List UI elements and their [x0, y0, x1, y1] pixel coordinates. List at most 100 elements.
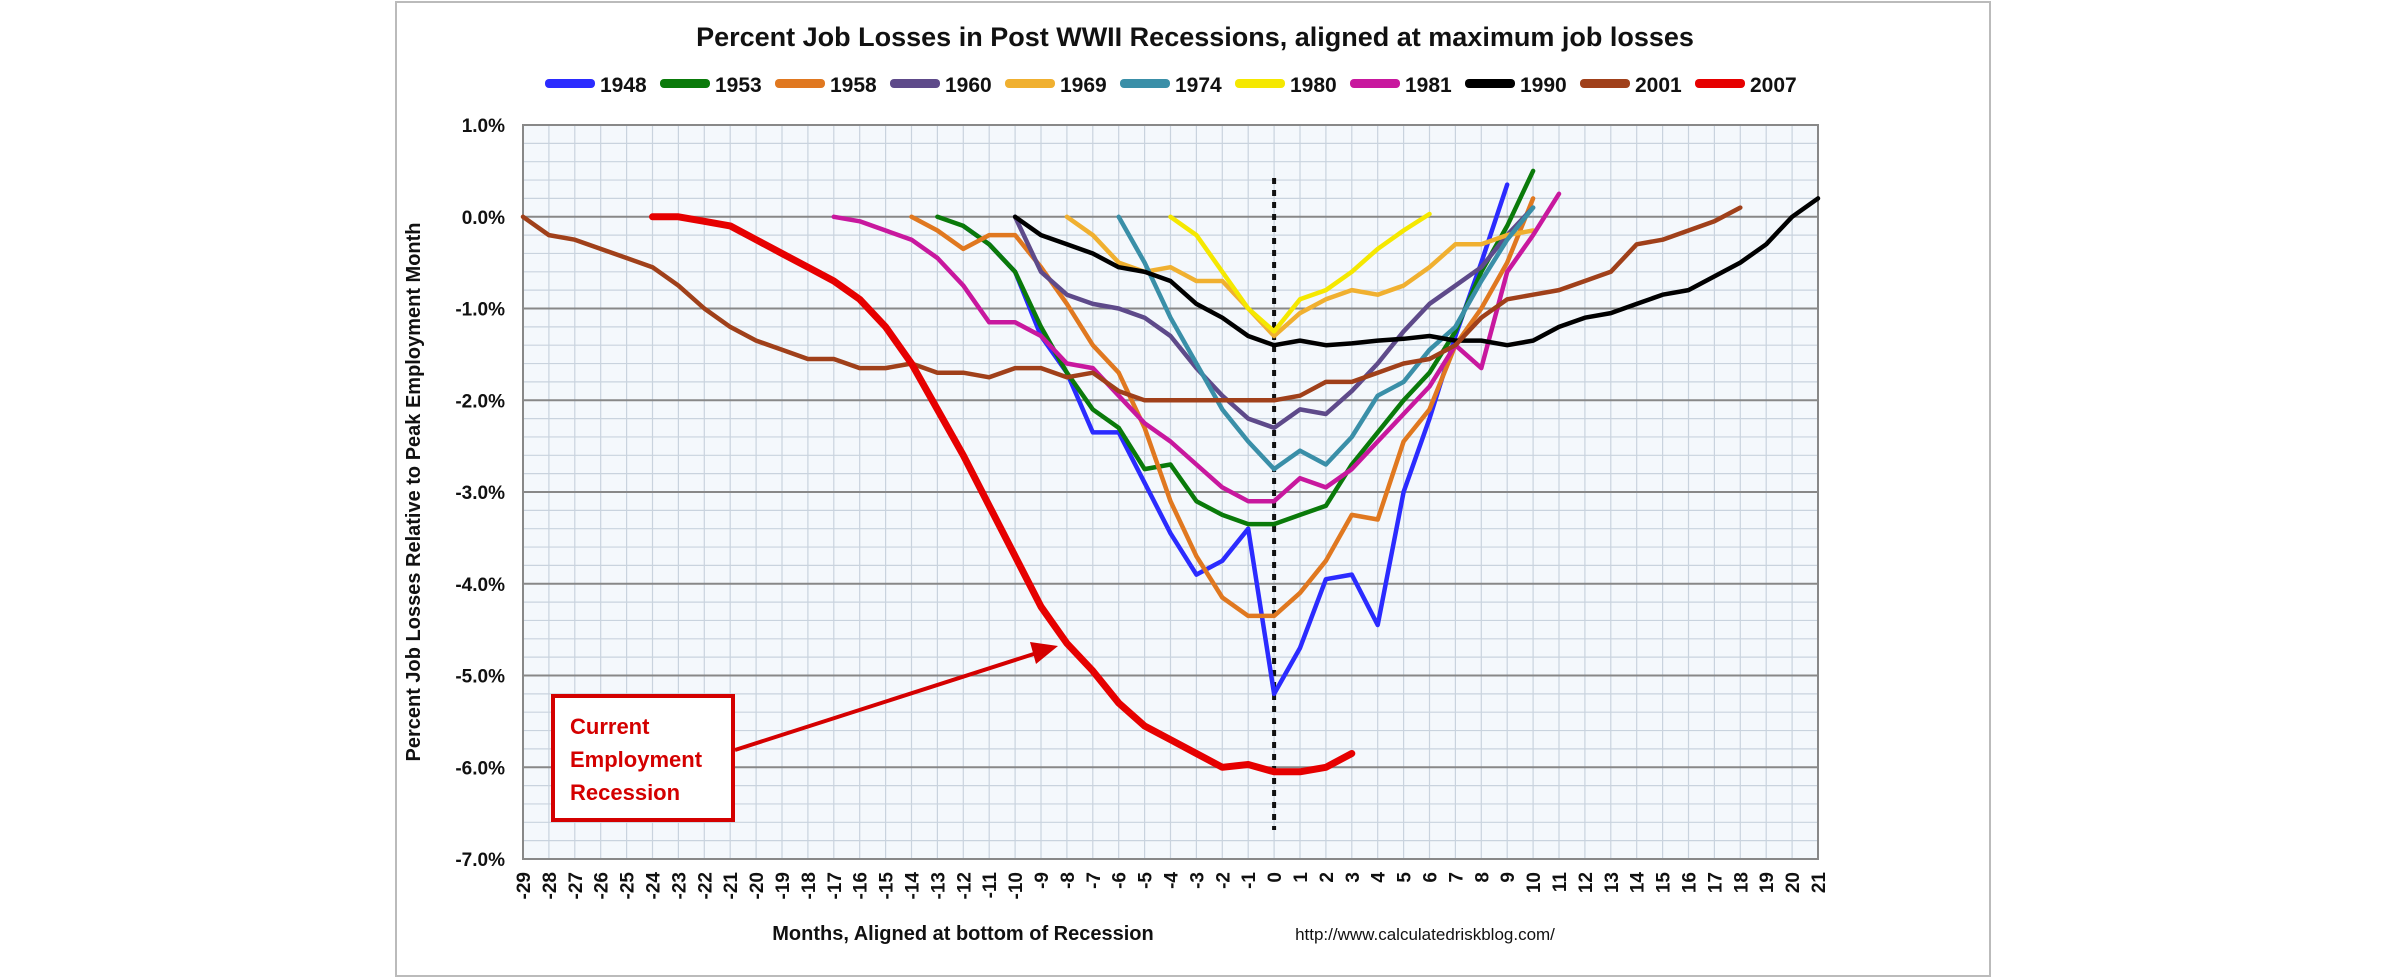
x-tick-label: -9: [1032, 872, 1053, 889]
x-tick-label: 9: [1498, 872, 1519, 883]
x-tick-label: 5: [1395, 872, 1416, 883]
series-line-1990: [1012, 196, 1821, 348]
series-line-2001: [520, 205, 1743, 403]
x-tick-label: -21: [721, 872, 742, 900]
legend-label-1960: 1960: [945, 74, 992, 97]
y-axis-ticks: 1.0% 0.0% -1.0% -2.0% -3.0% -4.0% -5.0% -6.0% -7…: [455, 116, 505, 871]
legend-label-1969: 1969: [1060, 74, 1107, 97]
x-tick-label: -3: [1187, 872, 1208, 889]
x-tick-label: -24: [644, 872, 665, 900]
legend: 1948 1953 1958 1960 1969 1974 1980 1981 1990 2001…: [545, 74, 1797, 97]
x-tick-label: 21: [1809, 872, 1830, 894]
series-line-2007: [649, 213, 1356, 776]
x-tick-label: -6: [1110, 872, 1131, 889]
series-line-1960: [1012, 205, 1536, 431]
x-tick-label: -14: [903, 872, 924, 900]
legend-label-1990: 1990: [1520, 74, 1567, 97]
x-tick-label: -22: [695, 872, 716, 899]
x-tick-label: 2: [1317, 872, 1338, 883]
x-tick-label: -1: [1239, 872, 1260, 889]
series-line-1974: [1116, 205, 1536, 472]
x-tick-label: 8: [1472, 872, 1493, 883]
annotation-arrow: [734, 650, 1041, 752]
x-tick-label: -8: [1058, 872, 1079, 889]
legend-swatch-2001: [1580, 79, 1630, 88]
y-tick-label: -7.0%: [455, 850, 505, 871]
x-tick-label: 18: [1731, 872, 1752, 893]
x-tick-label: -18: [799, 872, 820, 899]
legend-swatch-1981: [1350, 79, 1400, 88]
x-tick-label: 0: [1265, 872, 1286, 883]
x-tick-label: 16: [1680, 872, 1701, 893]
series-line-1953: [935, 168, 1536, 527]
x-tick-label: -19: [773, 872, 794, 899]
x-tick-label: -17: [825, 872, 846, 899]
x-tick-label: 11: [1550, 872, 1571, 893]
plot-border: [522, 124, 1819, 860]
legend-label-2007: 2007: [1750, 74, 1797, 97]
y-tick-label: -4.0%: [455, 575, 505, 596]
x-tick-label: 19: [1757, 872, 1778, 893]
x-tick-label: 20: [1783, 872, 1804, 893]
x-tick-label: 6: [1421, 872, 1442, 883]
legend-swatch-1980: [1235, 79, 1285, 88]
x-tick-label: -16: [851, 872, 872, 899]
legend-label-1974: 1974: [1175, 74, 1222, 97]
y-tick-label: -2.0%: [455, 391, 505, 412]
legend-swatch-1974: [1120, 79, 1170, 88]
x-tick-label: -27: [566, 872, 587, 899]
x-tick-label: -11: [980, 872, 1001, 899]
x-tick-label: -28: [540, 872, 561, 899]
legend-label-1953: 1953: [715, 74, 762, 97]
y-tick-label: 0.0%: [462, 208, 505, 229]
x-axis-ticks: -29 -28 -27 -26 -25 -24 -23 -22 -21 -20 -19 -18 -17-…: [514, 872, 1830, 900]
y-tick-label: -1.0%: [455, 300, 505, 321]
annotation-arrowhead: [1030, 642, 1058, 664]
x-tick-label: -10: [1006, 872, 1027, 899]
x-tick-label: -29: [514, 872, 535, 899]
x-tick-label: -4: [1162, 872, 1183, 889]
annotation: Current Employment Recession: [551, 642, 1058, 822]
legend-label-2001: 2001: [1635, 74, 1682, 97]
x-tick-label: 14: [1628, 872, 1649, 894]
x-tick-label: -7: [1084, 872, 1105, 889]
legend-swatch-1960: [890, 79, 940, 88]
grid: [522, 124, 1819, 860]
x-tick-label: 4: [1369, 872, 1390, 883]
annotation-line-1: Current: [570, 714, 650, 739]
legend-swatch-1990: [1465, 79, 1515, 88]
series-lines: [520, 168, 1821, 776]
y-tick-label: -5.0%: [455, 667, 505, 688]
x-tick-label: -2: [1213, 872, 1234, 889]
legend-swatch-1948: [545, 79, 595, 88]
x-tick-label: -25: [618, 872, 639, 900]
legend-label-1958: 1958: [830, 74, 877, 97]
series-line-1980: [1168, 211, 1432, 334]
series-line-1981: [831, 191, 1562, 504]
x-tick-label: 15: [1654, 872, 1675, 894]
annotation-box: [551, 694, 735, 822]
x-tick-label: -5: [1136, 872, 1157, 889]
x-tick-label: -23: [669, 872, 690, 899]
y-tick-label: 1.0%: [462, 116, 505, 137]
annotation-line-3: Recession: [570, 780, 680, 805]
y-axis-title: Percent Job Losses Relative to Peak Empl…: [403, 222, 425, 761]
legend-label-1981: 1981: [1405, 74, 1452, 97]
legend-swatch-1958: [775, 79, 825, 88]
x-tick-label: -13: [928, 872, 949, 899]
legend-swatch-2007: [1695, 79, 1745, 88]
source-url[interactable]: http://www.calculatedriskblog.com/: [1295, 925, 1555, 944]
x-tick-label: 10: [1524, 872, 1545, 893]
annotation-line-2: Employment: [570, 747, 703, 772]
legend-label-1948: 1948: [600, 74, 647, 97]
legend-swatch-1969: [1005, 79, 1055, 88]
chart-title: Percent Job Losses in Post WWII Recessio…: [696, 22, 1694, 52]
x-tick-label: -20: [747, 872, 768, 899]
y-tick-label: -3.0%: [455, 483, 505, 504]
y-tick-label: -6.0%: [455, 758, 505, 779]
x-tick-label: -15: [877, 872, 898, 900]
x-tick-label: 7: [1446, 872, 1467, 883]
x-tick-label: -26: [592, 872, 613, 899]
legend-swatch-1953: [660, 79, 710, 88]
x-axis-title: Months, Aligned at bottom of Recession: [772, 923, 1153, 945]
